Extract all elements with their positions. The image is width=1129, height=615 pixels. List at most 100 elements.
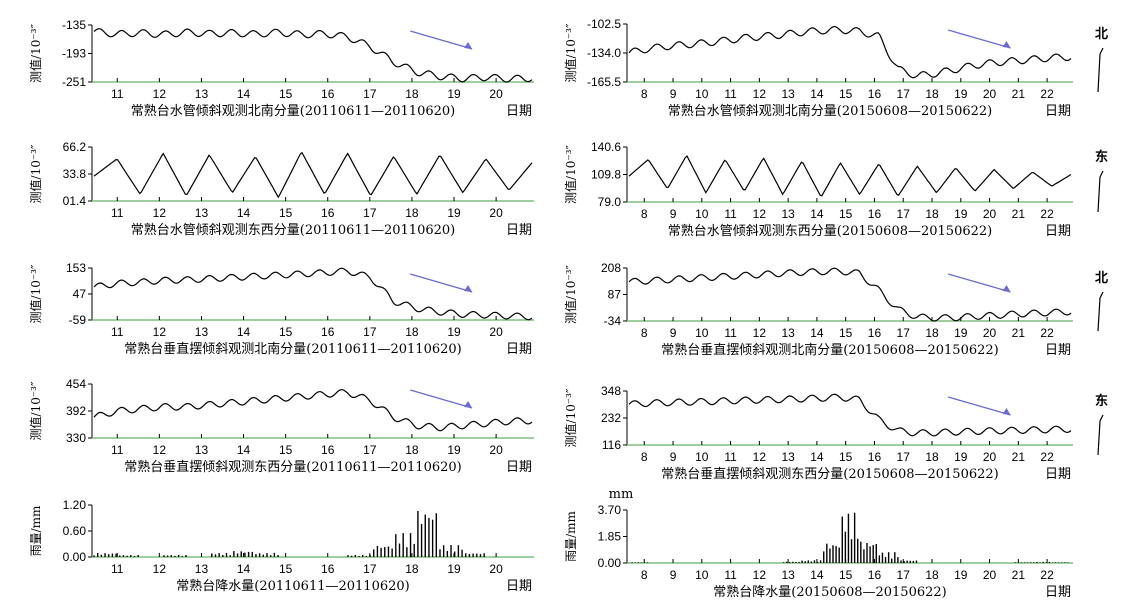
x-tick-label: 9: [670, 568, 677, 582]
y-tick-label: 47: [73, 287, 87, 301]
panel-caption: 常熟台垂直摆倾斜观测东西分量(20150608—20150622): [661, 466, 998, 482]
panel-8: 208 87 -34 8 9 10 11 12 13 14 15 16 17 18 19 20 21 22 测值/1…: [563, 261, 1108, 358]
x-tick-label: 14: [237, 87, 251, 101]
panel-caption: 常熟台垂直摆倾斜观测北南分量(20150608—20150622): [661, 342, 998, 358]
x-tick-label: 16: [868, 87, 882, 101]
panel-2: 66.2 33.8 01.4 11 12 13 14 15 16 17 18 19 20 测值/10⁻³″…: [28, 140, 534, 238]
x-tick-label: 20: [489, 325, 503, 339]
panel-6: -102.5 -134.0 -165.5 8 9 10 11 12 13 14 15 16 17 18 19…: [563, 17, 1108, 119]
x-axis-title: 日期: [1045, 343, 1071, 358]
x-tick-label: 13: [195, 87, 209, 101]
x-tick-label: 12: [753, 568, 767, 582]
x-tick-label: 9: [670, 326, 677, 340]
y-tick-label: -134.0: [587, 46, 621, 60]
x-tick-label: 13: [781, 207, 795, 221]
trend-arrowhead: [464, 401, 473, 408]
x-tick-label: 17: [897, 326, 911, 340]
x-axis-title: 日期: [506, 460, 532, 475]
x-tick-label: 8: [641, 207, 648, 221]
x-tick-label: 15: [839, 207, 853, 221]
y-tick-label: 66.2: [63, 140, 87, 154]
x-tick-label: 12: [753, 450, 767, 464]
series-line: [628, 25, 1072, 79]
y-tick-label: 79.0: [598, 195, 622, 209]
x-tick-label: 19: [447, 443, 461, 457]
trend-arrowhead: [1002, 408, 1011, 415]
x-tick-label: 19: [447, 562, 461, 576]
panel-9: 348 232 116 8 9 10 11 12 13 14 15 16 17 18 19 20 21 22 测值/…: [563, 384, 1108, 482]
x-tick-label: 8: [641, 326, 648, 340]
x-tick-label: 20: [983, 568, 997, 582]
y-tick-label: 392: [66, 404, 86, 418]
x-tick-label: 11: [724, 326, 737, 340]
x-tick-label: 17: [897, 450, 911, 464]
y-tick-label: -251: [62, 75, 86, 89]
unit-label: mm: [609, 487, 634, 502]
x-tick-label: 17: [363, 562, 377, 576]
x-tick-label: 11: [724, 87, 737, 101]
x-tick-label: 18: [405, 87, 419, 101]
x-tick-label: 20: [489, 562, 503, 576]
x-tick-label: 12: [753, 87, 767, 101]
trend-arrow: [410, 30, 473, 50]
x-tick-label: 18: [405, 325, 419, 339]
trend-arrow: [947, 29, 1011, 49]
x-tick-label: 13: [195, 562, 209, 576]
y-tick-label: 232: [601, 411, 621, 425]
series-line: [93, 28, 533, 83]
panel-7: 140.6 109.8 79.0 8 9 10 11 12 13 14 15 16 17 18 19 20 21…: [563, 140, 1108, 239]
x-tick-label: 16: [868, 450, 882, 464]
y-tick-label: -193: [62, 47, 86, 61]
x-tick-label: 8: [641, 87, 648, 101]
x-tick-label: 15: [839, 326, 853, 340]
y-axis-title: 测值/10⁻³″: [563, 145, 578, 204]
x-tick-label: 12: [753, 326, 767, 340]
x-tick-label: 11: [111, 562, 124, 576]
x-tick-label: 15: [839, 568, 853, 582]
y-tick-label: 33.8: [63, 167, 87, 181]
x-tick-label: 14: [810, 568, 824, 582]
x-tick-label: 14: [237, 443, 251, 457]
x-tick-label: 19: [447, 87, 461, 101]
x-tick-label: 14: [237, 206, 251, 220]
x-tick-label: 19: [954, 326, 968, 340]
x-axis-title: 日期: [506, 104, 532, 119]
x-tick-label: 19: [954, 450, 968, 464]
y-tick-label: 1.85: [598, 530, 622, 544]
x-tick-label: 15: [839, 87, 853, 101]
panel-caption: 常熟台降水量(20150608—20150622): [713, 584, 946, 600]
direction-arrow: [1097, 170, 1104, 213]
x-tick-label: 9: [670, 450, 677, 464]
x-tick-label: 20: [983, 87, 997, 101]
series-line: [93, 267, 533, 321]
y-tick-label: 454: [66, 377, 86, 391]
panel-1: -135 -193 -251 11 12 13 14 15 16 17 18 19 20 测值/10⁻³″…: [28, 18, 534, 119]
y-axis-title: 测值/10⁻³″: [28, 24, 43, 83]
x-tick-label: 9: [670, 207, 677, 221]
x-tick-label: 12: [153, 562, 167, 576]
x-tick-label: 20: [983, 450, 997, 464]
x-tick-label: 14: [810, 87, 824, 101]
x-tick-label: 11: [111, 443, 124, 457]
y-axis-title: 测值/10⁻³″: [563, 388, 578, 447]
trend-arrowhead: [1002, 41, 1011, 48]
x-tick-label: 21: [1012, 326, 1026, 340]
x-tick-label: 15: [279, 443, 293, 457]
y-tick-label: 01.4: [63, 194, 87, 208]
y-tick-label: 330: [66, 431, 86, 445]
direction-label: 东: [1095, 393, 1108, 409]
y-tick-label: 87: [608, 288, 622, 302]
x-tick-label: 22: [1040, 87, 1054, 101]
x-tick-label: 22: [1040, 207, 1054, 221]
x-tick-label: 22: [1040, 450, 1054, 464]
trend-arrowhead: [1002, 285, 1011, 292]
x-tick-label: 16: [868, 326, 882, 340]
trend-arrowhead: [464, 285, 473, 292]
x-tick-label: 12: [153, 443, 167, 457]
x-tick-label: 11: [724, 450, 737, 464]
y-tick-label: 0.00: [598, 556, 622, 570]
x-tick-label: 18: [925, 87, 939, 101]
y-tick-label: 0.60: [63, 524, 87, 538]
direction-label: 北: [1095, 27, 1108, 42]
y-tick-label: 116: [602, 438, 621, 452]
